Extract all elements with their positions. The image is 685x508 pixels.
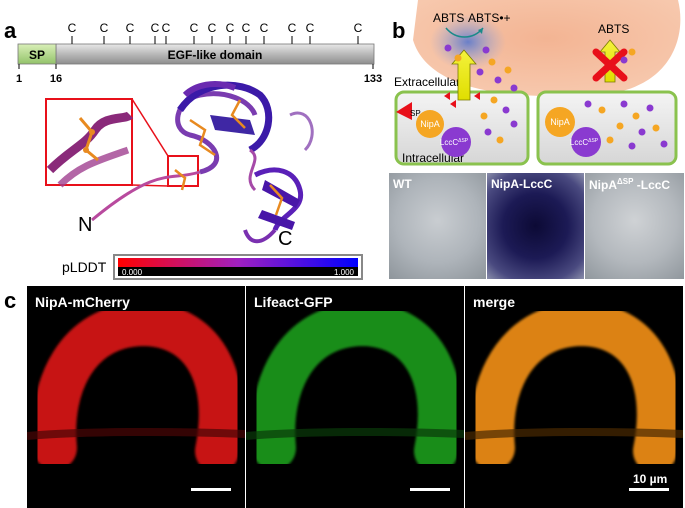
panel-b-label: b [392, 18, 406, 43]
protein-structure [91, 81, 314, 244]
lccc-left-sup: ΔSP [458, 138, 469, 144]
cysteine-label: C [226, 21, 235, 35]
micro-mcherry: NipA-mCherry [27, 286, 245, 508]
panel-b-schematic: ABTS ABTS•+ ABTS Extracellular Intracell… [394, 0, 681, 166]
plate-nipa-dsp-label-rest: -LccC [633, 178, 671, 192]
cysteine-label: C [306, 21, 315, 35]
cysteine-label: C [354, 21, 363, 35]
abts-radical-label: ABTS•+ [468, 11, 511, 25]
plate-nipa-lccc-label: NipA-LccC [491, 177, 553, 191]
plddt-min: 0.000 [122, 268, 143, 277]
lccc-left-label: LccC [440, 138, 458, 147]
panel-a-label: a [4, 18, 17, 43]
plate-wt-label: WT [393, 177, 412, 191]
cysteine-label: C [151, 21, 160, 35]
position-133: 133 [364, 73, 382, 85]
plate-nipa-dsp-label-main: NipA [589, 178, 617, 192]
cysteine-label: C [190, 21, 199, 35]
abts-molecules [444, 44, 668, 150]
cysteine-label: C [288, 21, 297, 35]
sp-domain-label: SP [29, 48, 45, 62]
lccc-right-sup: ΔSP [588, 138, 599, 144]
mcherry-label: NipA-mCherry [35, 294, 130, 310]
lccc-right-label: LccC [570, 138, 588, 147]
svg-text:LccCΔSP: LccCΔSP [440, 138, 469, 147]
plate-nipa-lccc: NipA-LccC [486, 172, 585, 280]
micro-gfp: Lifeact-GFP [246, 286, 464, 508]
abts-label: ABTS [433, 11, 464, 25]
gfp-label: Lifeact-GFP [254, 294, 333, 310]
n-terminus-label: N [78, 214, 92, 236]
cysteine-label: C [208, 21, 217, 35]
sp-label: SP [410, 109, 421, 118]
svg-text:LccCΔSP: LccCΔSP [570, 138, 599, 147]
cysteine-label: C [68, 21, 77, 35]
position-16: 16 [50, 73, 62, 85]
blocked-cross-icon [592, 48, 628, 82]
abts-right-label: ABTS [598, 22, 629, 36]
position-1: 1 [16, 73, 22, 85]
cysteine-label: C [100, 21, 109, 35]
plddt-colorbar [118, 258, 358, 267]
panel-c-label: c [4, 288, 17, 313]
nipa-right-label: NipA [550, 117, 570, 127]
cysteine-label: C [260, 21, 269, 35]
cysteine-label: C [162, 21, 171, 35]
plate-nipa-dsp-lccc: NipAΔSP -LccC [584, 172, 685, 280]
cysteine-label: C [126, 21, 135, 35]
extracellular-label: Extracellular [394, 75, 460, 89]
scalebar-1 [191, 488, 231, 491]
cysteine-label: C [242, 21, 251, 35]
plate-wt: WT [388, 172, 487, 280]
scalebar-2 [410, 488, 450, 491]
plddt-max: 1.000 [334, 268, 355, 277]
scale-label: 10 µm [633, 472, 668, 486]
plddt-label: pLDDT [62, 259, 107, 275]
merge-label: merge [473, 294, 516, 310]
secretion-arrow [451, 49, 477, 101]
c-terminus-label: C [278, 228, 292, 250]
plate-nipa-dsp-label-sup: ΔSP [617, 177, 634, 186]
nipa-left-label: NipA [420, 119, 440, 129]
micro-merge: merge 10 µm [465, 286, 683, 508]
egf-domain-label: EGF-like domain [168, 48, 263, 62]
sp-domain-bar [17, 43, 57, 65]
scalebar-3 [629, 488, 669, 491]
